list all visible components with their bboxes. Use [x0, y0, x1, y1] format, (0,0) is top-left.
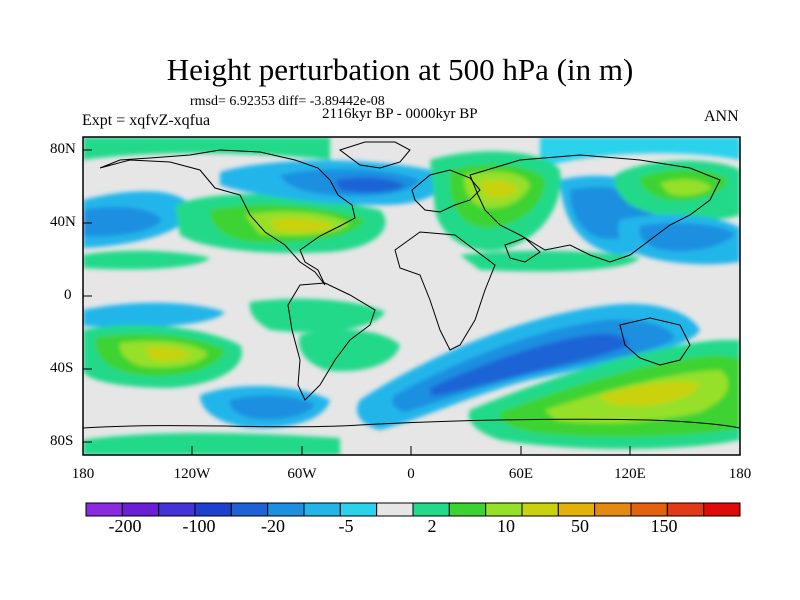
lon-label-0: 0 [407, 466, 415, 482]
coastlines [83, 141, 740, 429]
colorbar-label-1: -200 [108, 516, 142, 536]
plot-title: Height perturbation at 500 hPa (in m) [166, 52, 634, 87]
colorbar-box [412, 502, 450, 517]
colorbar-label-4: -5 [338, 516, 354, 536]
contour-spac-north [83, 302, 225, 328]
lon-label-120e: 120E [614, 466, 646, 482]
australia-outline [619, 317, 691, 366]
asia-outline [469, 154, 721, 263]
antarctica-outline [83, 418, 740, 429]
colorbar-box [158, 502, 196, 517]
colorbar-box [376, 502, 414, 517]
lon-label-120w: 120W [173, 466, 211, 482]
contour-field [83, 137, 740, 455]
contour-eur-core [480, 180, 518, 198]
colorbar-label-8: 150 [650, 516, 678, 536]
greenland-outline [338, 141, 411, 169]
contour-scape-inner [229, 395, 315, 420]
colorbar-box [121, 502, 160, 517]
colorbar-box [557, 502, 596, 517]
contour-natl-core [335, 177, 405, 193]
colorbar-box [666, 502, 705, 517]
lat-label-0: 0 [64, 287, 72, 303]
colorbar-box [521, 502, 559, 517]
lon-label-180e: 180 [728, 466, 752, 482]
colorbar-box [594, 502, 632, 517]
africa-outline [394, 231, 496, 351]
lat-label-80n: 80N [50, 141, 76, 157]
colorbar [85, 502, 741, 517]
contour-satl-north [249, 298, 385, 333]
axis-ticks [83, 149, 631, 455]
colorbar-box [85, 502, 123, 517]
experiment-label: Expt = xqfvZ-xqfua [82, 112, 211, 129]
lon-label-180w: 180 [71, 466, 95, 482]
colorbar-box [303, 502, 341, 517]
contour-npac-inner [83, 207, 162, 237]
colorbar-box [194, 502, 232, 517]
colorbar-box [448, 502, 487, 517]
colorbar-box [267, 502, 305, 517]
lon-label-60w: 60W [287, 466, 317, 482]
colorbar-box [703, 502, 741, 517]
lat-label-40n: 40N [50, 214, 76, 230]
lat-label-80s: 80S [50, 433, 74, 449]
colorbar-label-7: 50 [571, 516, 589, 536]
south-america-outline [287, 282, 376, 401]
contour-sepac-core [145, 346, 190, 362]
contour-tropac-west [83, 250, 210, 270]
contour-trop-indian [460, 250, 640, 272]
colorbar-box [630, 502, 668, 517]
colorbar-label-6: 10 [497, 516, 515, 536]
contour-easia-core [660, 179, 712, 196]
europe-outline [411, 169, 481, 213]
stats-text: rmsd= 6.92353 diff= -3.89442e-08 [190, 94, 385, 109]
north-america-outline [99, 149, 356, 286]
colorbar-label-3: -20 [261, 516, 285, 536]
contour-satl-outer [299, 329, 400, 372]
colorbar-box [230, 502, 269, 517]
colorbar-box [339, 502, 378, 517]
time-range-text: 2116kyr BP - 0000kyr BP [322, 106, 478, 122]
colorbar-box [485, 502, 523, 517]
contour-arctic-east [540, 137, 740, 168]
lon-label-60e: 60E [508, 466, 534, 482]
contour-socean-core [430, 334, 629, 396]
lat-label-40s: 40S [50, 360, 74, 376]
season-label: ANN [704, 108, 739, 125]
colorbar-label-5: 2 [427, 516, 437, 536]
arabia-outline [504, 237, 541, 263]
colorbar-label-2: -100 [182, 516, 216, 536]
contour-sind-core [600, 381, 700, 406]
contour-nam-core [270, 218, 335, 233]
contour-antarctic-west [83, 433, 340, 455]
